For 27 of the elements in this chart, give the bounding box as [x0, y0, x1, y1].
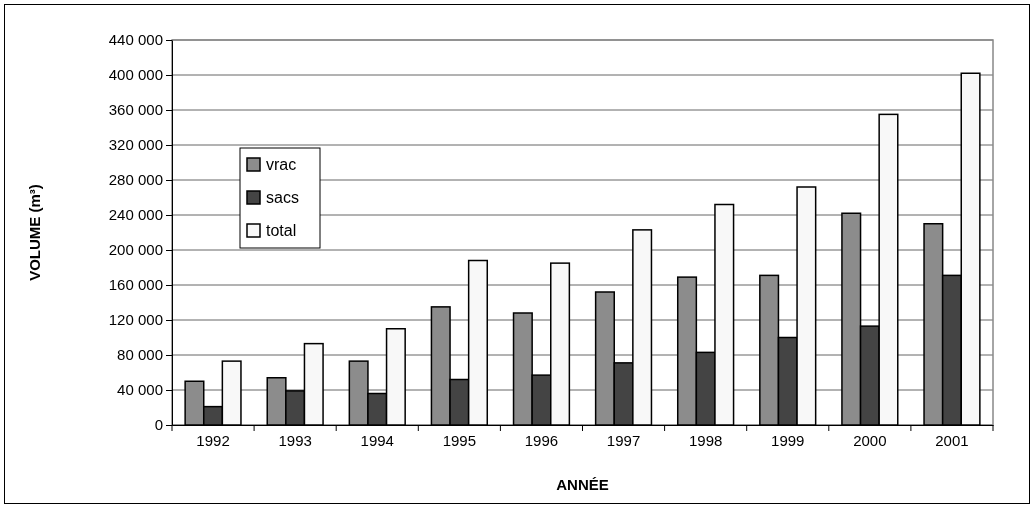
x-tick-label: 1997 [606, 431, 641, 449]
y-tick-label: 120 000 [108, 311, 163, 329]
x-tick-label: 1999 [771, 431, 805, 449]
x-tick-label: 1993 [278, 431, 312, 449]
y-tick-label: 80 000 [117, 346, 163, 364]
x-tick-label: 2000 [853, 431, 887, 449]
y-tick-label: 360 000 [108, 101, 163, 119]
x-axis-title: ANNÉE [556, 476, 609, 493]
legend-label: vrac [266, 156, 297, 173]
y-tick-label: 40 000 [117, 381, 163, 399]
y-tick-label: 160 000 [108, 276, 163, 294]
x-tick-label: 1995 [442, 431, 477, 449]
x-tick-label: 2001 [935, 431, 969, 449]
x-tick-label: 1998 [688, 431, 723, 449]
y-tick-label: 320 000 [108, 136, 163, 154]
legend-label: sacs [266, 189, 299, 206]
legend-label: total [266, 222, 297, 239]
y-tick-label: 240 000 [108, 206, 163, 224]
x-tick-label: 1994 [360, 431, 394, 449]
y-tick-label: 200 000 [108, 241, 163, 259]
y-tick-label: 400 000 [108, 66, 163, 84]
y-tick-label: 280 000 [108, 171, 163, 189]
y-tick-label: 0 [154, 416, 163, 434]
y-tick-label: 440 000 [108, 31, 163, 49]
x-tick-label: 1992 [196, 431, 230, 449]
y-axis-title: VOLUME (m³) [26, 184, 43, 281]
x-tick-label: 1996 [524, 431, 559, 449]
